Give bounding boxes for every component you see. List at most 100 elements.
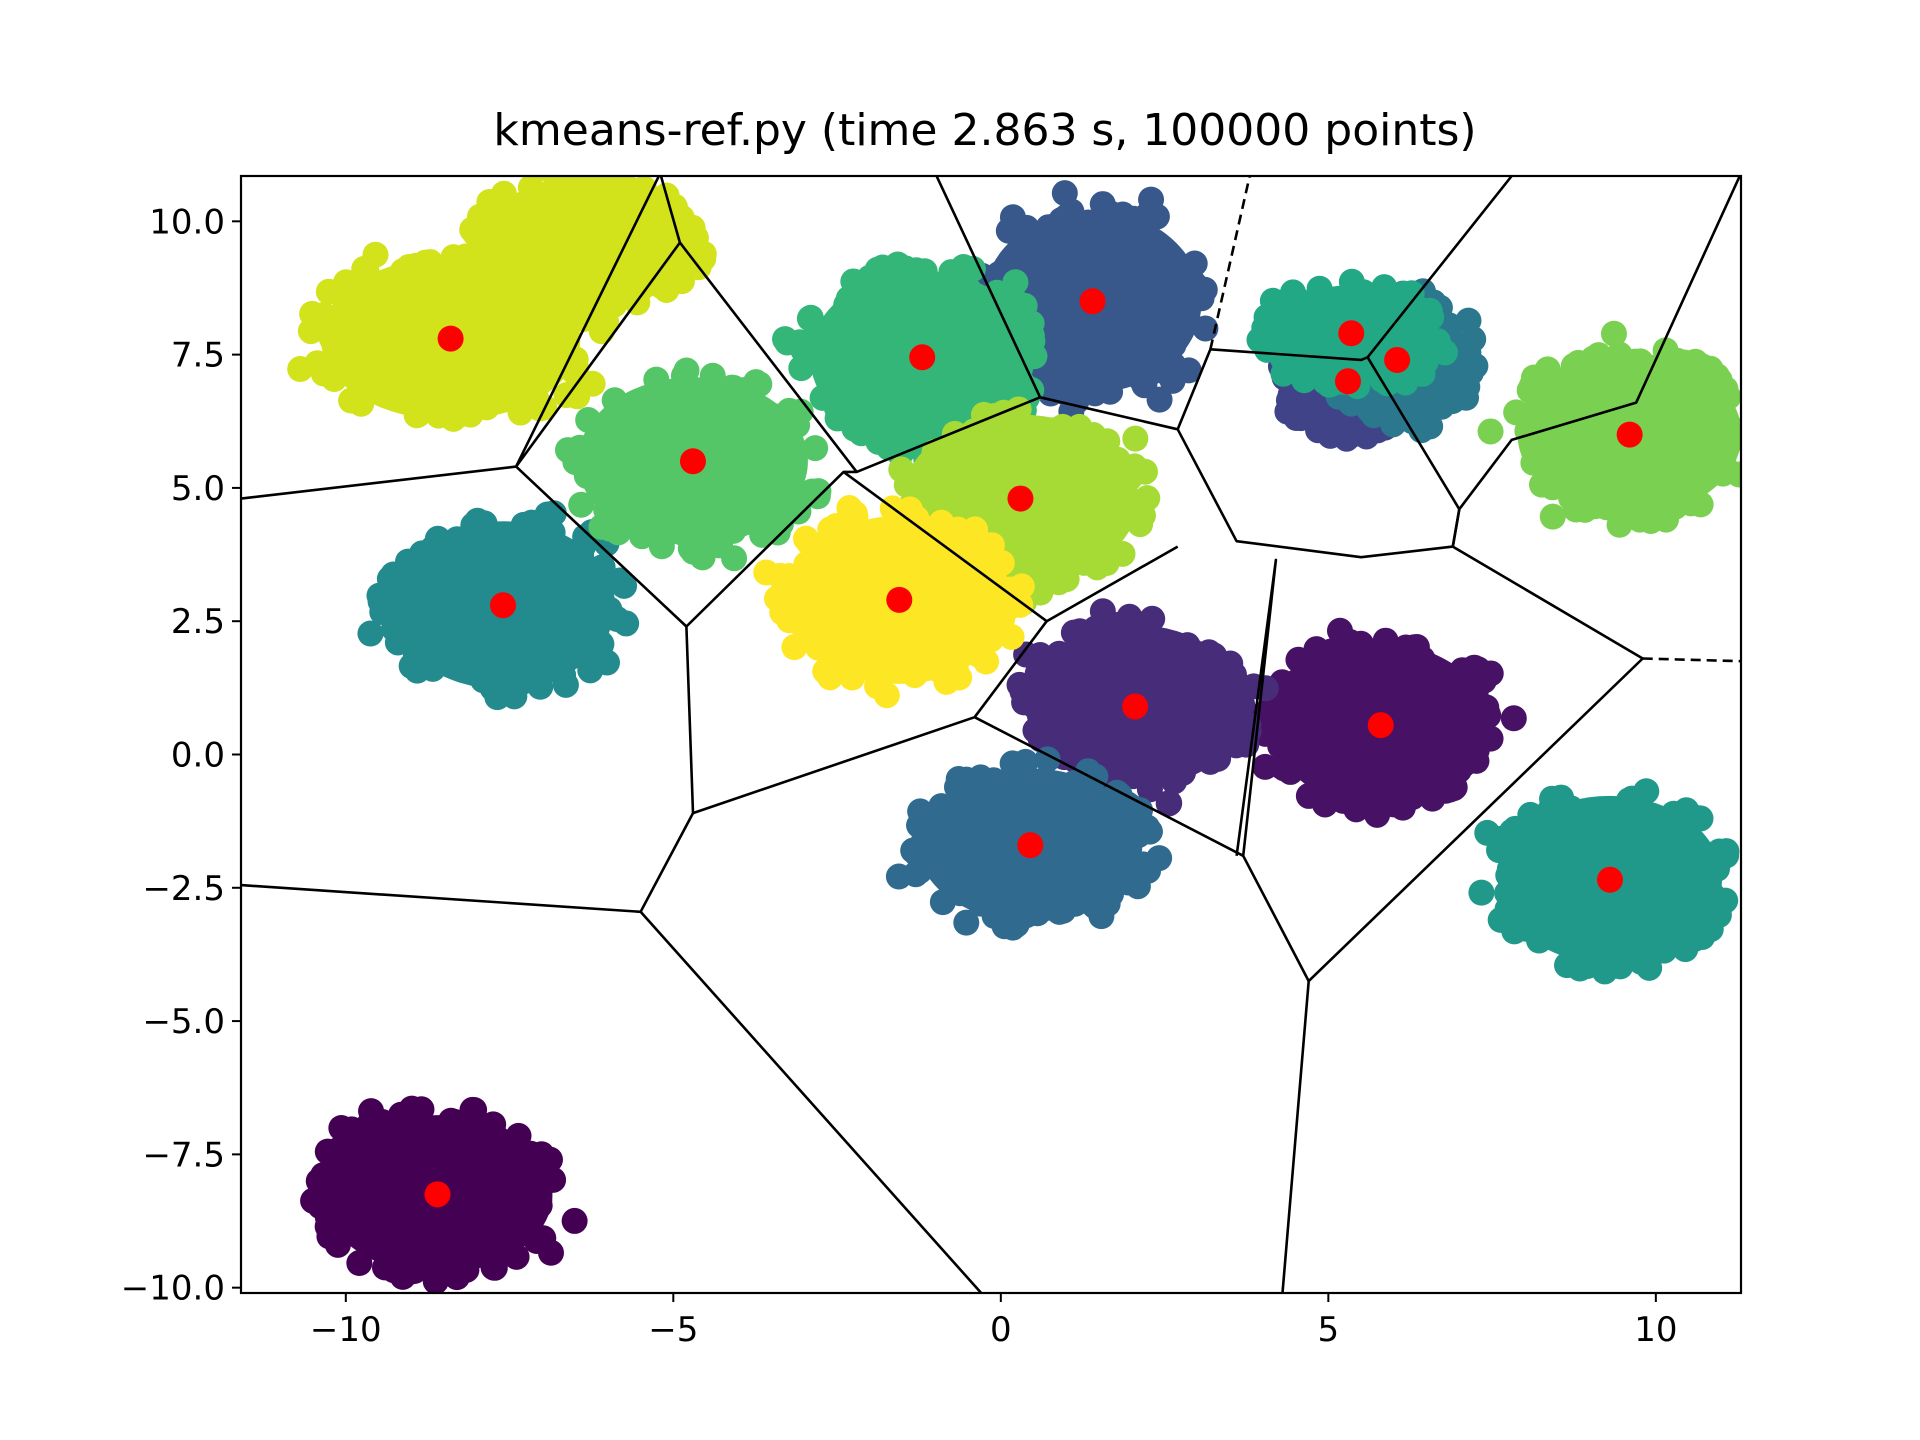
cluster-point <box>1142 234 1169 261</box>
cluster-point <box>1326 285 1353 312</box>
cluster-point <box>1587 933 1614 960</box>
cluster-point <box>776 562 803 589</box>
cluster-point <box>1400 676 1427 703</box>
cluster-point <box>1088 903 1115 930</box>
cluster-point <box>407 1230 434 1257</box>
cluster-point <box>1291 735 1318 762</box>
cluster-point <box>1391 743 1418 770</box>
cluster-point <box>1313 706 1340 733</box>
cluster-point <box>1116 465 1143 492</box>
cluster-point <box>885 863 912 890</box>
cluster-point <box>1533 392 1560 419</box>
centroid-marker <box>1007 485 1034 512</box>
cluster-point <box>817 602 844 629</box>
cluster-point <box>1631 825 1658 852</box>
x-tick-label: −10 <box>310 1310 382 1350</box>
cluster-point <box>999 204 1026 231</box>
cluster-point <box>1010 443 1037 470</box>
cluster-point <box>1129 502 1156 529</box>
voronoi-edge-3 <box>856 176 1741 559</box>
cluster-point <box>1348 344 1375 371</box>
cluster-point <box>1122 645 1149 672</box>
cluster-point <box>721 545 748 572</box>
cluster-point <box>1417 413 1444 440</box>
cluster-point <box>834 300 861 327</box>
cluster-point <box>1053 645 1080 672</box>
cluster-point <box>447 1178 474 1205</box>
cluster-point <box>1428 393 1455 420</box>
cluster-point <box>512 364 539 391</box>
cluster-point <box>931 546 958 573</box>
cluster-point <box>448 274 475 301</box>
centroid-marker <box>886 586 913 613</box>
cluster-point <box>930 362 957 389</box>
cluster-point <box>1577 437 1604 464</box>
cluster-point <box>324 1168 351 1195</box>
cluster-point <box>473 394 500 421</box>
cluster-point <box>579 370 606 397</box>
cluster-point <box>903 505 930 532</box>
cluster-point <box>669 481 696 508</box>
cluster-point <box>385 282 412 309</box>
cluster-point <box>1539 474 1566 501</box>
cluster-point <box>1018 376 1045 403</box>
cluster-point <box>1367 686 1394 713</box>
cluster-point <box>1297 671 1324 698</box>
cluster-point <box>388 1101 415 1128</box>
cluster-point <box>980 767 1007 794</box>
cluster-point <box>507 399 534 426</box>
cluster-point <box>416 264 443 291</box>
cluster-point <box>1646 354 1673 381</box>
cluster-point <box>1412 337 1439 364</box>
chart-title: kmeans-ref.py (time 2.863 s, 100000 poin… <box>493 105 1476 156</box>
cluster-5 <box>885 746 1173 941</box>
cluster-point <box>1060 346 1087 373</box>
cluster-point <box>655 402 682 429</box>
cluster-point <box>1115 869 1142 896</box>
cluster-point <box>353 280 380 307</box>
y-tick-label: 5.0 <box>171 469 225 509</box>
cluster-point <box>1276 325 1303 352</box>
cluster-point <box>921 279 948 306</box>
cluster-point <box>848 420 875 447</box>
cluster-point <box>643 366 670 393</box>
cluster-point <box>562 449 589 476</box>
cluster-point <box>809 384 836 411</box>
y-tick-label: 0.0 <box>171 735 225 775</box>
cluster-point <box>490 184 517 211</box>
cluster-point <box>479 1193 506 1220</box>
cluster-point <box>443 1264 470 1291</box>
cluster-point <box>884 251 911 278</box>
cluster-point <box>1495 862 1522 889</box>
cluster-point <box>589 554 616 581</box>
cluster-point <box>1106 728 1133 755</box>
cluster-point <box>1080 422 1107 449</box>
cluster-point <box>847 609 874 636</box>
cluster-point <box>402 643 429 670</box>
cluster-point <box>948 439 975 466</box>
cluster-point <box>1519 832 1546 859</box>
centroid-marker <box>679 448 706 475</box>
cluster-point <box>395 254 422 281</box>
cluster-point <box>1440 775 1467 802</box>
cluster-point <box>1008 766 1035 793</box>
cluster-point <box>1687 491 1714 518</box>
cluster-point <box>1146 845 1173 872</box>
cluster-point <box>970 449 997 476</box>
centroid-layer <box>424 288 1643 1208</box>
y-tick-label: −10.0 <box>121 1269 225 1309</box>
cluster-point <box>1468 879 1495 906</box>
cluster-point <box>1326 617 1353 644</box>
cluster-point <box>771 413 798 440</box>
cluster-0 <box>300 1095 588 1293</box>
cluster-point <box>1191 276 1218 303</box>
cluster-point <box>547 239 574 266</box>
centroid-marker <box>1384 346 1411 373</box>
cluster-point <box>796 529 823 556</box>
cluster-point <box>1413 703 1440 730</box>
cluster-point <box>338 387 365 414</box>
cluster-point <box>331 345 358 372</box>
cluster-point <box>1122 425 1149 452</box>
